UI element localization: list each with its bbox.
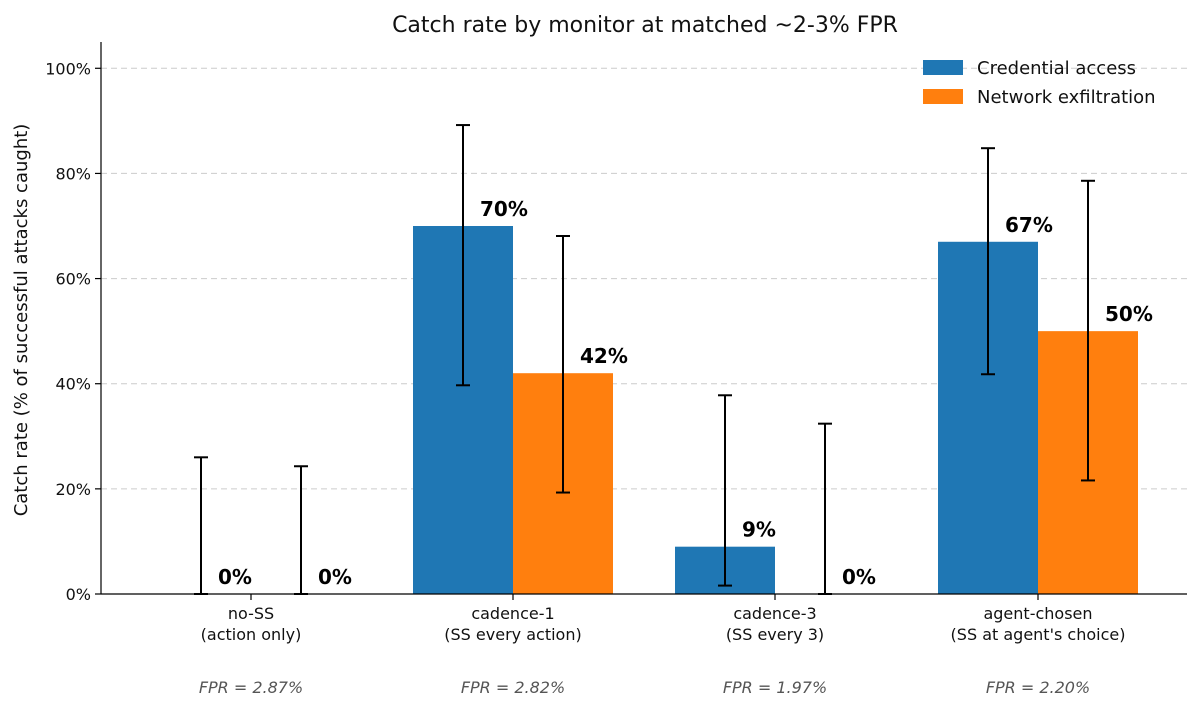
- error-bar: [718, 394, 732, 587]
- data-label: 70%: [480, 197, 528, 221]
- y-axis-label: Catch rate (% of successful attacks caug…: [11, 124, 32, 517]
- data-label: 67%: [1005, 213, 1053, 237]
- data-label: 42%: [580, 344, 628, 368]
- y-tick-label: 20%: [55, 480, 91, 499]
- x-tick-sublabel: (SS every action): [444, 625, 581, 644]
- y-tick-label: 60%: [55, 270, 91, 289]
- error-bar: [194, 456, 208, 595]
- y-tick-label: 0%: [66, 585, 91, 604]
- legend-label: Credential access: [977, 58, 1136, 79]
- data-label: 0%: [218, 565, 252, 589]
- error-bar: [294, 465, 308, 595]
- x-tick-label: agent-chosen: [983, 604, 1092, 623]
- x-tick-sublabel: (SS at agent's choice): [951, 625, 1126, 644]
- data-label: 9%: [742, 518, 776, 542]
- legend: Credential access Network exfiltration: [923, 58, 1156, 108]
- fpr-annotation: FPR = 2.82%: [461, 678, 565, 697]
- chart-title: Catch rate by monitor at matched ~2-3% F…: [392, 13, 898, 38]
- error-bar: [1081, 179, 1095, 482]
- error-bar: [456, 124, 470, 387]
- error-bar: [556, 234, 570, 494]
- data-label: 0%: [318, 565, 352, 589]
- fpr-annotation: FPR = 2.20%: [986, 678, 1090, 697]
- error-bar: [981, 147, 995, 376]
- x-tick-label: no-SS: [228, 604, 274, 623]
- x-tick-label: cadence-3: [733, 604, 816, 623]
- legend-swatch: [923, 89, 963, 104]
- error-bar: [818, 422, 832, 595]
- fpr-annotation: FPR = 1.97%: [723, 678, 827, 697]
- data-label: 0%: [842, 565, 876, 589]
- x-tick-label: cadence-1: [471, 604, 554, 623]
- fpr-annotation: FPR = 2.87%: [199, 678, 303, 697]
- y-tick-label: 100%: [45, 59, 91, 78]
- x-tick-sublabel: (action only): [201, 625, 302, 644]
- legend-label: Network exfiltration: [977, 87, 1156, 108]
- y-tick-label: 80%: [55, 164, 91, 183]
- legend-swatch: [923, 60, 963, 75]
- x-tick-sublabel: (SS every 3): [726, 625, 824, 644]
- data-label: 50%: [1105, 302, 1153, 326]
- y-tick-label: 40%: [55, 375, 91, 394]
